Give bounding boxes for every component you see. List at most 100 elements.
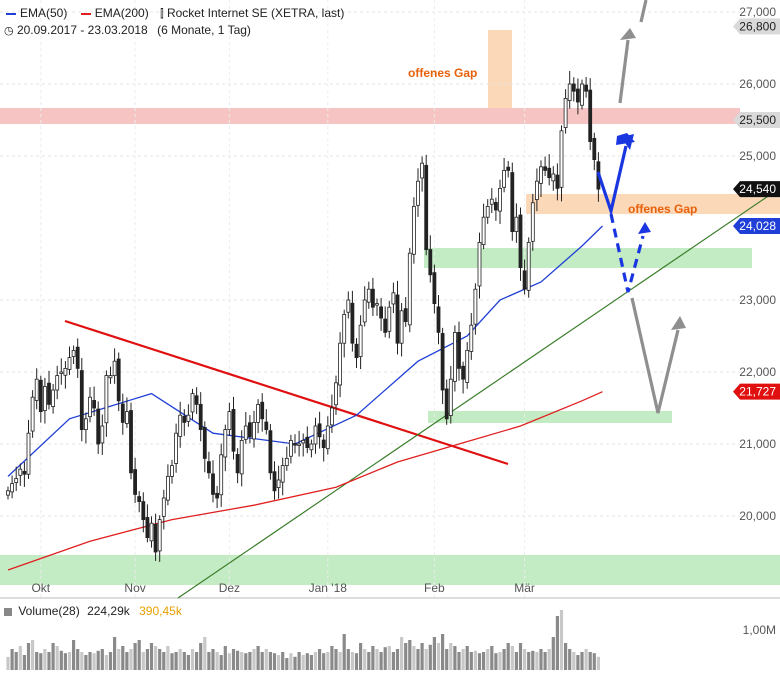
candle-body [6,490,10,496]
candle-body [563,98,568,128]
candle-body [219,454,224,496]
volume-bar [104,655,108,670]
volume-bar [596,656,600,670]
volume-bar [498,652,502,670]
candle-body [432,272,437,305]
volume-bar [318,649,322,670]
candle-body [137,496,142,502]
volume-bar [449,643,453,670]
candle-body [14,478,19,483]
candle-body [416,180,420,206]
candle-body [280,465,285,483]
volume-bar [43,649,47,670]
volume-bar [236,650,240,670]
candle-body [301,439,306,444]
volume-bar [72,640,76,670]
candle-body [34,378,39,401]
price-label-text: 26,800 [739,19,776,33]
volume-bar [445,649,449,670]
candle-body [51,389,55,407]
candle-body [329,407,334,426]
volume-bar [490,646,494,670]
volume-bar [305,653,309,670]
candle-body [387,306,392,332]
y-tick-label: 21,000 [739,437,776,451]
candle-body [510,172,515,232]
volume-label: Volume(28) [18,604,80,618]
date-range: 20.09.2017 - 23.03.2018 [16,23,148,37]
candle-body [383,318,388,333]
candle-body [182,415,187,423]
legend-row-2: ◷ 20.09.2017 - 23.03.2018 (6 Monate, 1 T… [4,22,344,39]
volume-bar [223,646,227,670]
volume-bar [240,652,244,670]
candle-body [157,519,162,552]
gap-label-mid: offenes Gap [628,202,697,216]
volume-bar [432,637,436,670]
candle-body [477,241,482,287]
volume-bar [326,652,330,670]
volume-bar [219,655,223,670]
volume-bar [277,655,281,670]
volume-bar [145,649,149,670]
candle-body [43,385,47,411]
highlight-zones [0,30,780,585]
volume-bar [297,652,301,670]
volume-bar [441,634,445,670]
volume-bar [190,649,195,670]
price-label-box [733,18,780,35]
volume-bar [285,658,289,670]
blue-arrowhead [621,134,634,150]
candle-body [530,202,535,242]
volume-bar [400,637,404,670]
candle-body [202,427,207,459]
projection-arrows [596,0,686,414]
candle-body [129,410,133,474]
support-zone-mid [424,248,752,268]
candle-body [276,479,281,488]
volume-bar [482,652,486,670]
volume-bar [39,653,43,670]
volume-bar [227,653,231,670]
legend-ema200[interactable]: EMA(200) [79,6,149,20]
volume-bar [391,652,395,670]
gap-zone-mid [526,194,780,214]
candle-body [407,252,412,326]
volume-bar [551,637,555,670]
volume-bar [272,653,277,670]
gap-zone-top [488,30,512,108]
candle-body [223,429,228,458]
volume-bar [531,650,535,670]
volume-bar [252,649,256,670]
volume-swatch [4,607,12,616]
ema50-line [7,225,603,477]
candle-body [592,137,597,161]
y-tick-label: 26,000 [739,77,776,91]
volume-bar [264,649,268,670]
candle-body [297,443,302,446]
volume-bar [412,646,416,670]
candle-body [133,469,138,495]
candle-body [346,299,351,313]
volume-bar [18,646,22,670]
volume-bar [580,652,584,670]
candle-body [55,375,60,391]
price-label-text: 24,028 [739,219,776,233]
annotations: offenes Gap offenes Gap [408,66,697,216]
volume-bar [248,652,252,670]
volume-bar [186,655,190,670]
candle-body [342,313,347,344]
legend-ema50[interactable]: EMA(50) [4,6,67,20]
volume-bar [211,649,215,670]
volume-bar [477,653,482,670]
ema-lines [7,225,603,571]
price-label-text: 25,500 [739,113,776,127]
candle-body [22,470,27,475]
candle-body [469,324,474,352]
candle-body [145,517,150,539]
x-tick-label: Dez [219,581,240,595]
gray-arrow-tail [639,0,648,23]
y-axis: 27,000 26,000 25,000 23,000 22,000 21,000 20,0… [739,5,776,523]
candle-body [141,501,146,521]
candle-body [174,432,179,464]
